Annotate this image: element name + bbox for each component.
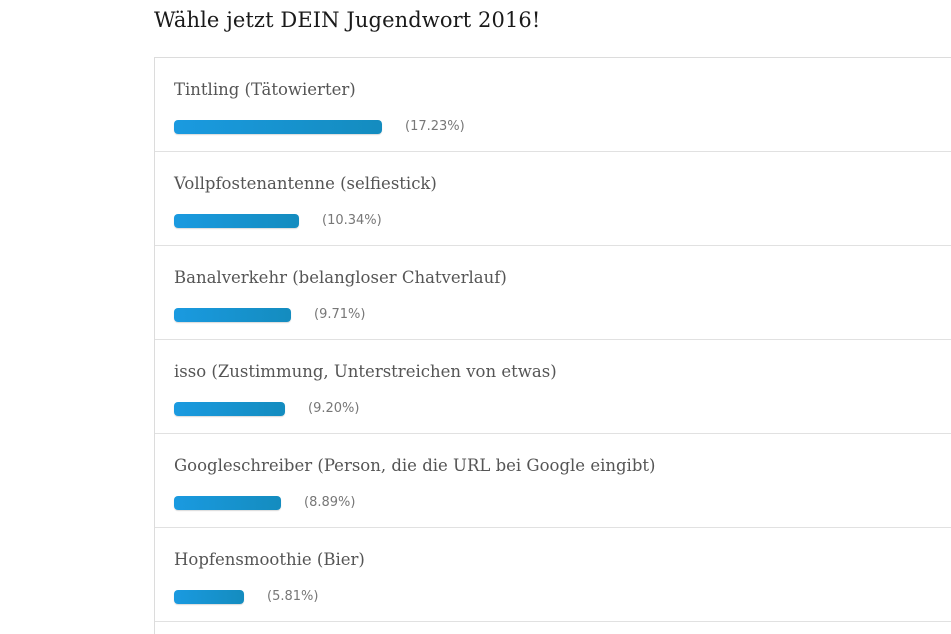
poll-option: Tintling (Tätowierter) (17.23%) (155, 58, 951, 152)
poll-option-label: Hopfensmoothie (Bier) (174, 550, 365, 569)
poll-option-bar (174, 496, 281, 510)
poll-option-bar (174, 214, 299, 228)
poll-option-bar (174, 590, 244, 604)
poll-title: Wähle jetzt DEIN Jugendwort 2016! (154, 8, 541, 32)
poll-option-bar (174, 402, 285, 416)
poll-option-bar (174, 120, 382, 134)
poll-option-percent: (5.81%) (267, 589, 319, 604)
poll-option-label: Tintling (Tätowierter) (174, 80, 356, 99)
poll-option-percent: (9.20%) (308, 401, 360, 416)
poll-option: isso (Zustimmung, Unterstreichen von etw… (155, 340, 951, 434)
poll-option-percent: (8.89%) (304, 495, 356, 510)
poll-option: Vollpfostenantenne (selfiestick) (10.34%… (155, 152, 951, 246)
poll-option-label: Googleschreiber (Person, die die URL bei… (174, 456, 656, 475)
poll-option: Googleschreiber (Person, die die URL bei… (155, 434, 951, 528)
poll-option-label: Banalverkehr (belangloser Chatverlauf) (174, 268, 507, 287)
poll-option-percent: (10.34%) (322, 213, 382, 228)
poll-option-percent: (17.23%) (405, 119, 465, 134)
poll-results-box: Tintling (Tätowierter) (17.23%) Vollpfos… (154, 57, 951, 634)
poll-option-label: isso (Zustimmung, Unterstreichen von etw… (174, 362, 557, 381)
poll-option: Banalverkehr (belangloser Chatverlauf) (… (155, 246, 951, 340)
poll-option-percent: (9.71%) (314, 307, 366, 322)
poll-option-label: Vollpfostenantenne (selfiestick) (174, 174, 437, 193)
poll-option: Hopfensmoothie (Bier) (5.81%) (155, 528, 951, 622)
poll-option-bar (174, 308, 291, 322)
